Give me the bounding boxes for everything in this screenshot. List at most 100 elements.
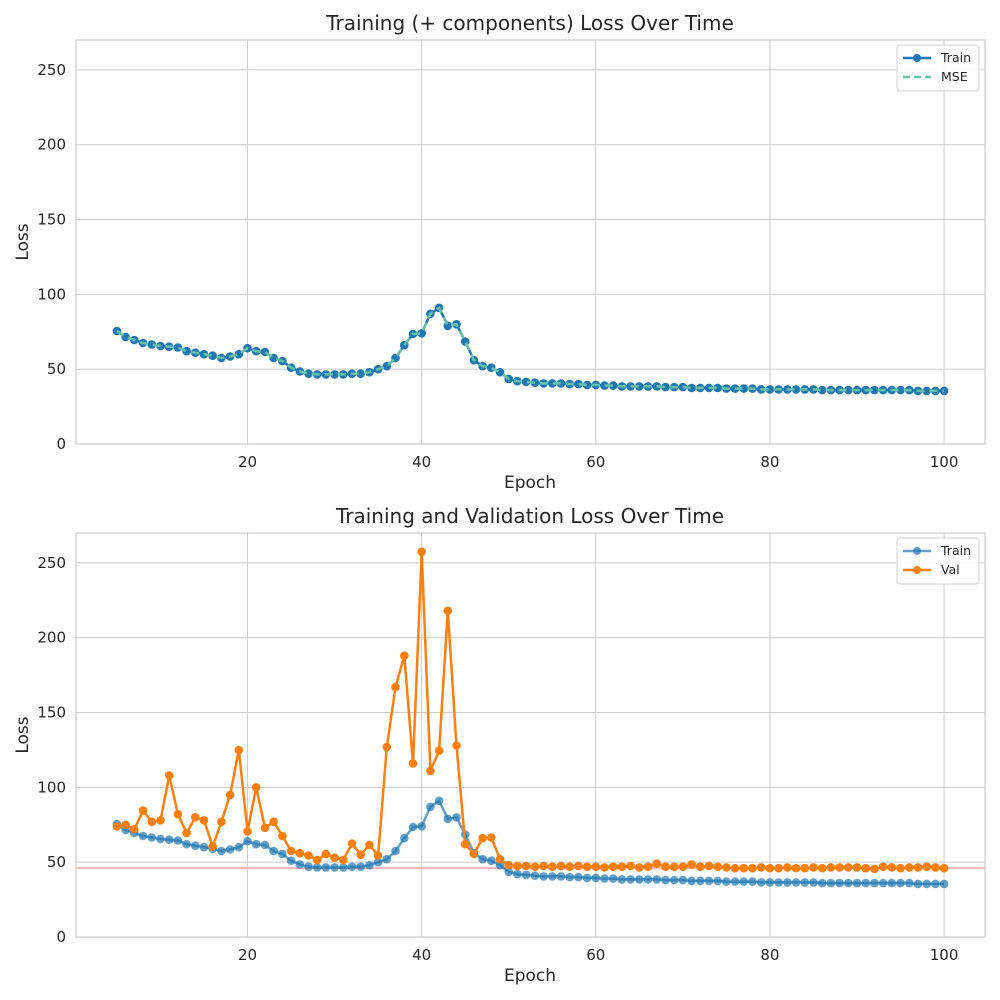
bottom-val-point [164, 771, 174, 780]
bottom-val-point [922, 862, 931, 871]
bottom-train-point [591, 873, 601, 883]
top-x-tick-label: 80 [760, 453, 779, 471]
top-train-point [600, 381, 609, 390]
bottom-series-val-line [116, 550, 945, 871]
top-legend: Train MSE [896, 44, 980, 92]
top-train-point [521, 377, 531, 387]
top-train-point [608, 381, 618, 390]
bottom-val-point [173, 810, 183, 819]
top-series-mse-line [116, 305, 945, 393]
bottom-val-point [330, 853, 339, 862]
bottom-val-point [652, 859, 662, 868]
bottom-val-point [861, 863, 870, 873]
bottom-train-point [487, 856, 496, 865]
bottom-train-point [765, 878, 775, 887]
bottom-val-point [321, 849, 331, 859]
bottom-val-point [887, 863, 897, 872]
bottom-val-point [217, 817, 226, 827]
bottom-val-point [905, 863, 914, 872]
top-train-point [635, 382, 644, 391]
bottom-val-point [783, 863, 792, 872]
bottom-val-point [243, 827, 252, 836]
top-train-point [582, 380, 592, 390]
bottom-train-point [356, 862, 366, 871]
bottom-train-point [739, 877, 749, 886]
bottom-train-point [321, 863, 331, 872]
bottom-x-tick-label: 60 [586, 946, 605, 964]
top-train-point [487, 363, 496, 373]
bottom-train-point [878, 878, 888, 888]
bottom-val-point [748, 863, 757, 873]
top-train-point [234, 349, 244, 359]
bottom-val-point [765, 863, 775, 873]
bottom-val-point [661, 862, 670, 871]
top-train-point [443, 321, 453, 331]
chart-top: 20 40 60 80 100 0 50 100 150 200 250 Training (+ c… [13, 11, 986, 493]
top-train-point [896, 385, 905, 395]
top-train-point [870, 385, 879, 395]
bottom-val-point [225, 790, 235, 800]
bottom-y-tick-label: 200 [37, 629, 66, 647]
bottom-val-point [208, 842, 217, 851]
bottom-plot-frame [75, 532, 986, 938]
bottom-legend-val-marker [913, 566, 921, 574]
bottom-val-point [452, 741, 461, 750]
bottom-val-point [365, 840, 374, 850]
bottom-val-point [312, 855, 322, 865]
bottom-y-tick-label: 50 [47, 853, 66, 871]
bottom-y-tick-label: 250 [37, 554, 66, 572]
bottom-val-point [521, 861, 531, 871]
top-x-tick-label: 40 [412, 453, 431, 471]
bottom-x-tick-label: 80 [760, 946, 779, 964]
top-train-point [626, 382, 635, 391]
bottom-x-tick-label: 100 [930, 946, 959, 964]
chart-bottom: 20 40 60 80 100 0 50 100 150 200 250 Training and … [13, 504, 986, 986]
bottom-train-point [626, 875, 635, 884]
bottom-train-point [426, 802, 435, 812]
bottom-train-point [608, 874, 618, 883]
bottom-val-point [269, 817, 278, 827]
bottom-val-point [809, 863, 818, 872]
bottom-x-axis-label: Epoch [504, 966, 556, 986]
top-train-point [208, 351, 217, 361]
bottom-val-point [295, 848, 305, 858]
bottom-val-point [478, 833, 487, 843]
bottom-train-point [138, 831, 148, 841]
bottom-train-point [234, 842, 244, 852]
bottom-val-point [774, 863, 783, 873]
bottom-train-point [391, 846, 400, 856]
bottom-val-point [844, 863, 853, 872]
top-train-point [356, 369, 366, 379]
bottom-train-point [661, 875, 670, 885]
top-train-point [147, 340, 157, 349]
bottom-x-tick-label: 40 [412, 946, 431, 964]
bottom-train-point [417, 822, 427, 831]
top-train-point [304, 369, 313, 379]
top-y-tick-label: 200 [37, 136, 66, 154]
bottom-val-point [800, 863, 810, 873]
bottom-train-point [295, 860, 305, 869]
bottom-val-point [495, 854, 505, 864]
top-train-point [530, 378, 540, 388]
bottom-y-axis-label: Loss [13, 716, 33, 753]
bottom-val-point [617, 862, 627, 871]
bottom-val-point [278, 831, 287, 841]
bottom-val-point [234, 745, 244, 755]
bottom-val-point [600, 863, 609, 872]
bottom-train-point [504, 867, 513, 877]
bottom-y-tick-label: 0 [56, 928, 66, 946]
bottom-chart-title: Training and Validation Loss Over Time [335, 504, 724, 528]
bottom-val-point [191, 813, 200, 822]
top-x-tick-label: 20 [238, 453, 257, 471]
bottom-train-point [704, 876, 714, 886]
bottom-train-point [164, 835, 174, 844]
bottom-train-point [635, 875, 644, 884]
top-series-mse-overlay [116, 305, 945, 393]
bottom-train-point [260, 840, 270, 850]
bottom-val-point [260, 823, 270, 833]
bottom-train-point [521, 870, 531, 880]
top-legend-train-label: Train [940, 50, 971, 65]
bottom-val-point [696, 862, 705, 871]
bottom-train-point [147, 833, 157, 842]
